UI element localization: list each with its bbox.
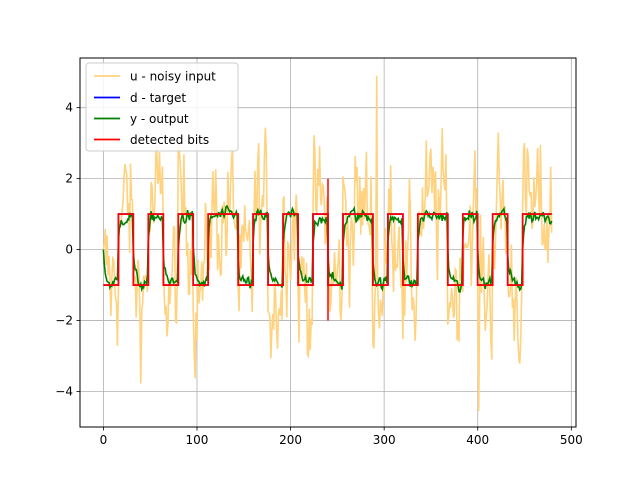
legend-label-0: u - noisy input [130,70,216,84]
y-tick-label-1: −2 [55,314,73,328]
x-tick-label-5: 500 [560,433,583,447]
axis-ticks: 0 100 200 300 400 500 −4 −2 0 2 4 [55,101,582,447]
legend-label-3: detected bits [130,133,209,147]
legend: u - noisy input d - target y - output de… [85,62,239,152]
legend-label-1: d - target [130,91,186,105]
x-tick-label-2: 200 [279,433,302,447]
legend-label-2: y - output [130,112,189,126]
legend-box [85,62,239,152]
plot-frame [79,57,577,428]
y-tick-label-3: 2 [65,172,73,186]
y-tick-label-4: 4 [65,101,73,115]
y-tick-label-0: −4 [55,385,73,399]
x-tick-label-4: 400 [466,433,489,447]
x-tick-label-1: 100 [186,433,209,447]
y-tick-label-2: 0 [65,243,73,257]
x-tick-label-3: 300 [373,433,396,447]
series-detected-bits-line [103,213,552,286]
series-layer [102,75,553,412]
x-tick-label-0: 0 [100,433,108,447]
